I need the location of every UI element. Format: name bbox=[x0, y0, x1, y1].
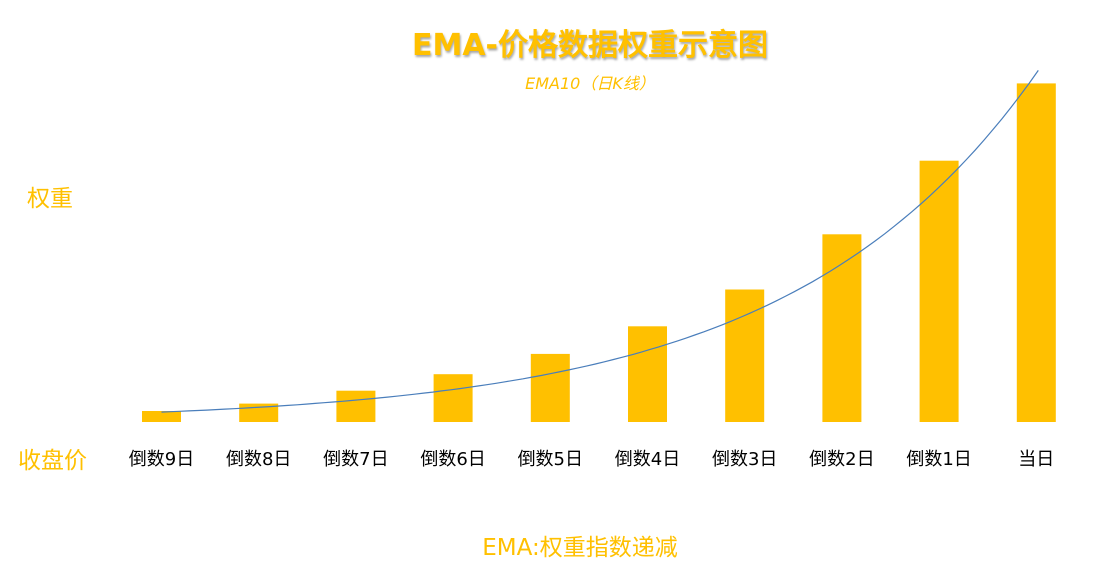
chart-title: EMA-价格数据权重示意图 bbox=[411, 28, 768, 63]
category-row-label: 收盘价 bbox=[18, 448, 87, 474]
bar-6 bbox=[725, 289, 765, 422]
x-tick-label-6: 倒数3日 bbox=[712, 449, 777, 470]
x-tick-label-2: 倒数7日 bbox=[323, 449, 388, 470]
x-tick-label-8: 倒数1日 bbox=[906, 449, 971, 470]
x-tick-label-5: 倒数4日 bbox=[615, 449, 680, 470]
x-tick-label-9: 当日 bbox=[1018, 449, 1054, 470]
x-tick-label-3: 倒数6日 bbox=[420, 449, 485, 470]
y-axis-label: 权重 bbox=[27, 186, 73, 212]
bar-8 bbox=[919, 160, 959, 422]
bar-2 bbox=[336, 390, 376, 422]
x-tick-label-7: 倒数2日 bbox=[809, 449, 874, 470]
bar-chart: 倒数9日 倒数8日 倒数7日 倒数6日 倒数5日 倒数4日 倒数3日 倒数2日 倒数1日 当日 bbox=[129, 70, 1056, 470]
x-tick-label-0: 倒数9日 bbox=[129, 449, 194, 470]
bar-3 bbox=[433, 374, 473, 422]
x-tick-label-1: 倒数8日 bbox=[226, 449, 291, 470]
bar-5 bbox=[628, 326, 667, 422]
trendline bbox=[161, 70, 1039, 413]
bar-7 bbox=[822, 234, 862, 422]
x-tick-label-4: 倒数5日 bbox=[518, 449, 583, 470]
bar-4 bbox=[530, 353, 570, 422]
bar-0 bbox=[142, 411, 181, 422]
chart-subtitle: EMA10（日K线） bbox=[525, 74, 655, 93]
bar-9 bbox=[1016, 83, 1056, 423]
